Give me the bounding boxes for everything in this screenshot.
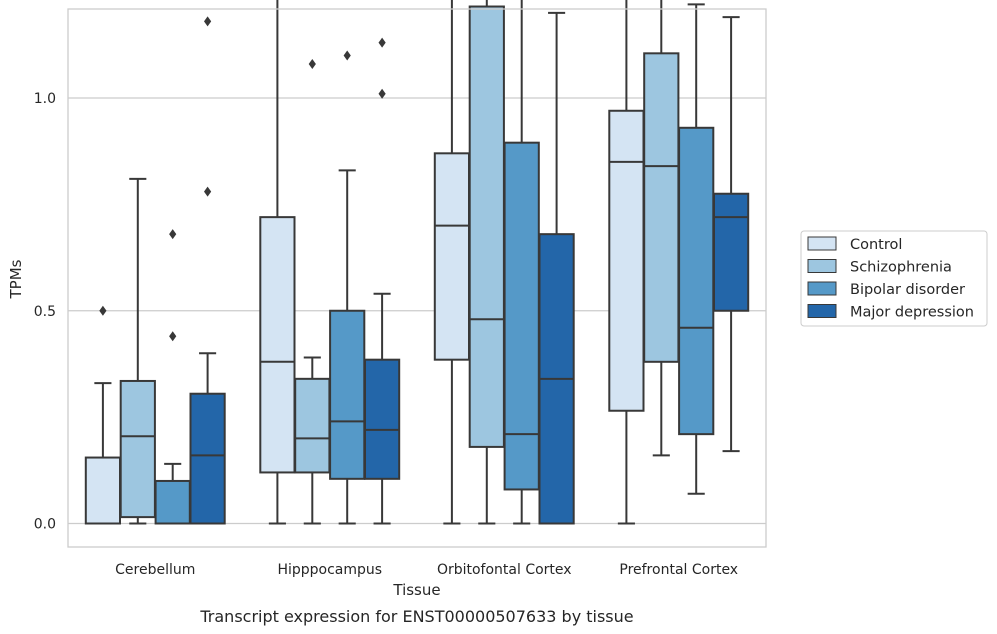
box-major-depression (363, 37, 401, 525)
x-tick-label: Prefrontal Cortex (619, 562, 738, 578)
box-iqr (468, 5, 505, 448)
legend-swatch (807, 281, 837, 296)
outlier-point (169, 331, 177, 342)
outlier-point (204, 186, 212, 197)
box-schizophrenia (119, 177, 156, 525)
box-control (259, 0, 296, 525)
outlier-point (378, 37, 386, 48)
box-iqr (329, 309, 366, 480)
legend-swatch (807, 304, 837, 318)
box-bipolar-disorder (678, 3, 715, 495)
chart-caption: Transcript expression for ENST0000050763… (199, 607, 633, 626)
box-iqr (363, 358, 401, 480)
box-iqr (712, 192, 750, 312)
box-schizophrenia (468, 0, 505, 525)
box-iqr (678, 126, 715, 436)
legend-swatch (807, 236, 837, 251)
box-iqr (433, 152, 471, 361)
box-iqr (259, 216, 296, 474)
box-iqr (294, 377, 331, 474)
outlier-point (169, 229, 177, 240)
box-iqr (154, 479, 191, 525)
outlier-point (99, 305, 107, 316)
box-major-depression (538, 11, 575, 525)
legend: Control Schizophrenia Bipolar disorder Majo… (800, 230, 988, 327)
box-schizophrenia (643, 0, 680, 457)
box-schizophrenia (294, 58, 331, 525)
legend-swatch (807, 259, 837, 273)
y-tick-label: 0.0 (34, 517, 56, 533)
legend-frame (800, 230, 988, 327)
box-iqr (119, 379, 156, 519)
y-axis-label: TPMs (7, 259, 25, 299)
x-axis-ticks: Cerebellum Hipppocampus Orbitofontal Corte… (115, 562, 738, 578)
x-tick-label: Cerebellum (115, 562, 195, 578)
plot-frame (67, 8, 767, 548)
box-control (84, 305, 122, 525)
x-axis-label: Tissue (392, 581, 440, 599)
box-bipolar-disorder (154, 229, 191, 525)
box-bipolar-disorder (329, 50, 366, 525)
box-control (608, 0, 645, 525)
box-iqr (84, 456, 122, 525)
outlier-point (343, 50, 351, 61)
legend-label: Major depression (850, 305, 974, 321)
y-tick-label: 1.0 (34, 91, 56, 107)
box-major-depression (189, 16, 226, 525)
outlier-point (308, 58, 316, 69)
boxes-layer (84, 0, 750, 525)
outlier-point (378, 88, 386, 99)
box-iqr (643, 52, 680, 363)
y-axis-ticks: 0.00.51.01.52.0 (34, 91, 56, 533)
legend-label: Schizophrenia (850, 260, 952, 276)
outlier-point (204, 16, 212, 27)
box-iqr (189, 392, 226, 525)
box-iqr (503, 141, 540, 491)
box-control (433, 0, 471, 525)
y-tick-label: 0.5 (34, 304, 56, 320)
box-iqr (608, 109, 645, 412)
x-tick-label: Hipppocampus (277, 562, 382, 578)
box-bipolar-disorder (503, 0, 540, 525)
box-major-depression (712, 16, 750, 453)
legend-label: Control (850, 237, 902, 253)
x-tick-label: Orbitofontal Cortex (437, 562, 572, 578)
legend-label: Bipolar disorder (850, 282, 965, 298)
